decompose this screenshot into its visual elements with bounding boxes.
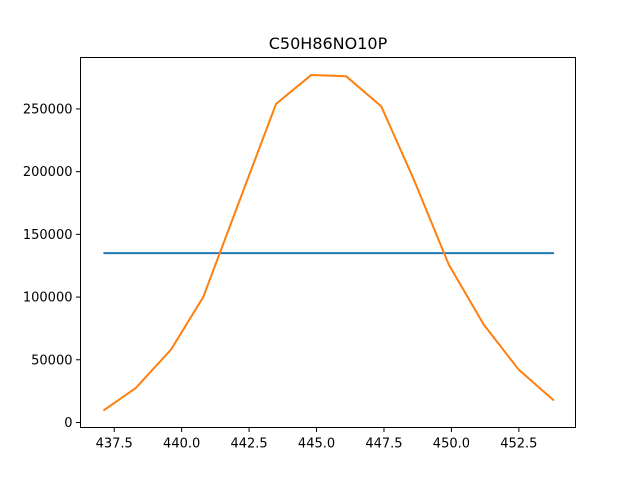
y-tick-label: 50000	[31, 353, 72, 368]
y-tick-label: 0	[64, 416, 72, 431]
x-tick-label: 440.0	[163, 437, 200, 452]
x-tick-label: 447.5	[365, 437, 402, 452]
y-tick-label: 250000	[23, 102, 73, 117]
y-tick-label: 200000	[23, 165, 73, 180]
plot-lines	[102, 74, 555, 412]
axes-frame	[80, 57, 576, 428]
x-tick-label: 442.5	[230, 437, 267, 452]
x-axis: 437.5 440.0 442.5 445.0 447.5 450.0 452.5	[96, 427, 537, 452]
y-axis: 0 50000 100000 150000 200000 250000	[23, 102, 81, 431]
x-tick-label: 445.0	[298, 437, 335, 452]
x-tick-label: 450.0	[433, 437, 470, 452]
series-line-2	[102, 74, 555, 412]
chart-title: C50H86NO10P	[269, 34, 388, 53]
y-tick-label: 100000	[23, 291, 73, 306]
y-tick-label: 150000	[23, 228, 73, 243]
x-tick-label: 437.5	[96, 437, 133, 452]
x-tick-label: 452.5	[500, 437, 537, 452]
